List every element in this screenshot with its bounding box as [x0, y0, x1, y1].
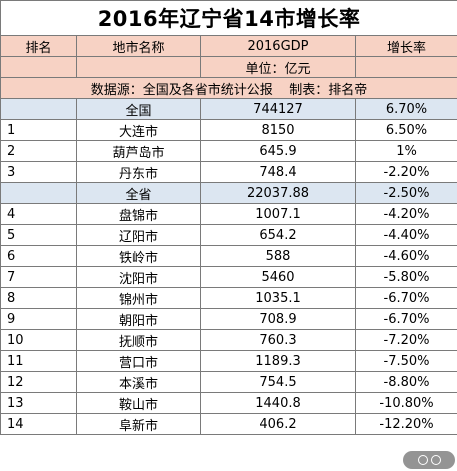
- table-row: 9 朝阳市 708.9 -6.70%: [0, 308, 457, 330]
- table-row: 13 鞍山市 1440.8 -10.80%: [0, 392, 457, 414]
- cell-growth: -7.20%: [354, 329, 457, 351]
- table-row: 11 营口市 1189.3 -7.50%: [0, 350, 457, 372]
- cell-name: 本溪市: [76, 371, 201, 393]
- cell-gdp: 8150: [200, 119, 356, 141]
- cell-rank: 6: [0, 245, 77, 267]
- cell-name: 大连市: [76, 119, 201, 141]
- cell-name: 盘锦市: [76, 203, 201, 225]
- cell-name: 朝阳市: [76, 308, 201, 330]
- cell-gdp: 1189.3: [200, 350, 356, 372]
- table-row: 7 沈阳市 5460 -5.80%: [0, 266, 457, 288]
- cell-growth: -8.80%: [354, 371, 457, 393]
- cell-name: 锦州市: [76, 287, 201, 309]
- cell-growth: -6.70%: [354, 308, 457, 330]
- cell-gdp: 754.5: [200, 371, 356, 393]
- cell-rank: 3: [0, 161, 77, 183]
- cell-name: 鞍山市: [76, 392, 201, 414]
- table-title: 2016年辽宁省14市增长率: [0, 0, 457, 36]
- header-name: 地市名称: [76, 35, 201, 57]
- summary-row: 全国 744127 6.70%: [0, 98, 457, 120]
- cell-gdp: 588: [200, 245, 356, 267]
- watermark-badge: [403, 451, 455, 469]
- table-row: 2 葫芦岛市 645.9 1%: [0, 140, 457, 162]
- cell-rank: 11: [0, 350, 77, 372]
- cell-gdp: 1007.1: [200, 203, 356, 225]
- cell-rank: 9: [0, 308, 77, 330]
- summary-row: 全省 22037.88 -2.50%: [0, 182, 457, 204]
- camera-icon: [417, 455, 428, 465]
- cell-growth: -7.50%: [354, 350, 457, 372]
- cell-gdp: 1035.1: [200, 287, 356, 309]
- cell-growth: -2.50%: [354, 182, 457, 204]
- cell-growth: -12.20%: [354, 413, 457, 435]
- cell-rank: 5: [0, 224, 77, 246]
- table-row: 8 锦州市 1035.1 -6.70%: [0, 287, 457, 309]
- gdp-table: 2016年辽宁省14市增长率 排名 地市名称 2016GDP 增长率 单位：亿元…: [0, 0, 457, 435]
- table-row: 14 阜新市 406.2 -12.20%: [0, 413, 457, 435]
- cell-gdp: 5460: [200, 266, 356, 288]
- table-row: 1 大连市 8150 6.50%: [0, 119, 457, 141]
- cell-rank: 2: [0, 140, 77, 162]
- cell-growth: -2.20%: [354, 161, 457, 183]
- cell-growth: -10.80%: [354, 392, 457, 414]
- cell-gdp: 1440.8: [200, 392, 356, 414]
- cell-gdp: 744127: [200, 98, 356, 120]
- cell-growth: -4.60%: [354, 245, 457, 267]
- cell-rank: 14: [0, 413, 77, 435]
- header-rank: 排名: [0, 35, 77, 57]
- cell-gdp: 645.9: [200, 140, 356, 162]
- unit-blank-1: [0, 56, 77, 78]
- cell-name: 营口市: [76, 350, 201, 372]
- table-row: 10 抚顺市 760.3 -7.20%: [0, 329, 457, 351]
- cell-gdp: 654.2: [200, 224, 356, 246]
- table-row: 4 盘锦市 1007.1 -4.20%: [0, 203, 457, 225]
- cell-name: 全国: [76, 98, 201, 120]
- header-row: 排名 地市名称 2016GDP 增长率: [0, 35, 457, 57]
- camera-icon-secondary: [430, 455, 441, 465]
- cell-rank: [0, 98, 77, 120]
- cell-growth: 1%: [354, 140, 457, 162]
- cell-rank: 13: [0, 392, 77, 414]
- unit-label: 单位：亿元: [200, 56, 356, 78]
- table-row: 3 丹东市 748.4 -2.20%: [0, 161, 457, 183]
- cell-name: 阜新市: [76, 413, 201, 435]
- cell-gdp: 406.2: [200, 413, 356, 435]
- cell-name: 铁岭市: [76, 245, 201, 267]
- cell-name: 抚顺市: [76, 329, 201, 351]
- unit-blank-2: [76, 56, 201, 78]
- header-gdp: 2016GDP: [200, 35, 356, 57]
- cell-rank: 1: [0, 119, 77, 141]
- table-row: 6 铁岭市 588 -4.60%: [0, 245, 457, 267]
- source-note: 数据源：全国及各省市统计公报 制表：排名帝: [0, 77, 457, 99]
- table-row: 12 本溪市 754.5 -8.80%: [0, 371, 457, 393]
- cell-rank: 7: [0, 266, 77, 288]
- cell-growth: 6.50%: [354, 119, 457, 141]
- unit-blank-3: [354, 56, 457, 78]
- cell-rank: 8: [0, 287, 77, 309]
- cell-growth: 6.70%: [354, 98, 457, 120]
- table-row: 5 辽阳市 654.2 -4.40%: [0, 224, 457, 246]
- source-row: 数据源：全国及各省市统计公报 制表：排名帝: [0, 77, 457, 99]
- cell-gdp: 760.3: [200, 329, 356, 351]
- cell-growth: -5.80%: [354, 266, 457, 288]
- cell-name: 丹东市: [76, 161, 201, 183]
- cell-rank: 4: [0, 203, 77, 225]
- cell-name: 辽阳市: [76, 224, 201, 246]
- cell-growth: -4.20%: [354, 203, 457, 225]
- cell-growth: -6.70%: [354, 287, 457, 309]
- cell-name: 葫芦岛市: [76, 140, 201, 162]
- cell-name: 全省: [76, 182, 201, 204]
- cell-gdp: 22037.88: [200, 182, 356, 204]
- cell-gdp: 748.4: [200, 161, 356, 183]
- cell-name: 沈阳市: [76, 266, 201, 288]
- cell-rank: 12: [0, 371, 77, 393]
- cell-rank: [0, 182, 77, 204]
- cell-gdp: 708.9: [200, 308, 356, 330]
- cell-rank: 10: [0, 329, 77, 351]
- cell-growth: -4.40%: [354, 224, 457, 246]
- header-growth: 增长率: [354, 35, 457, 57]
- unit-row: 单位：亿元: [0, 56, 457, 78]
